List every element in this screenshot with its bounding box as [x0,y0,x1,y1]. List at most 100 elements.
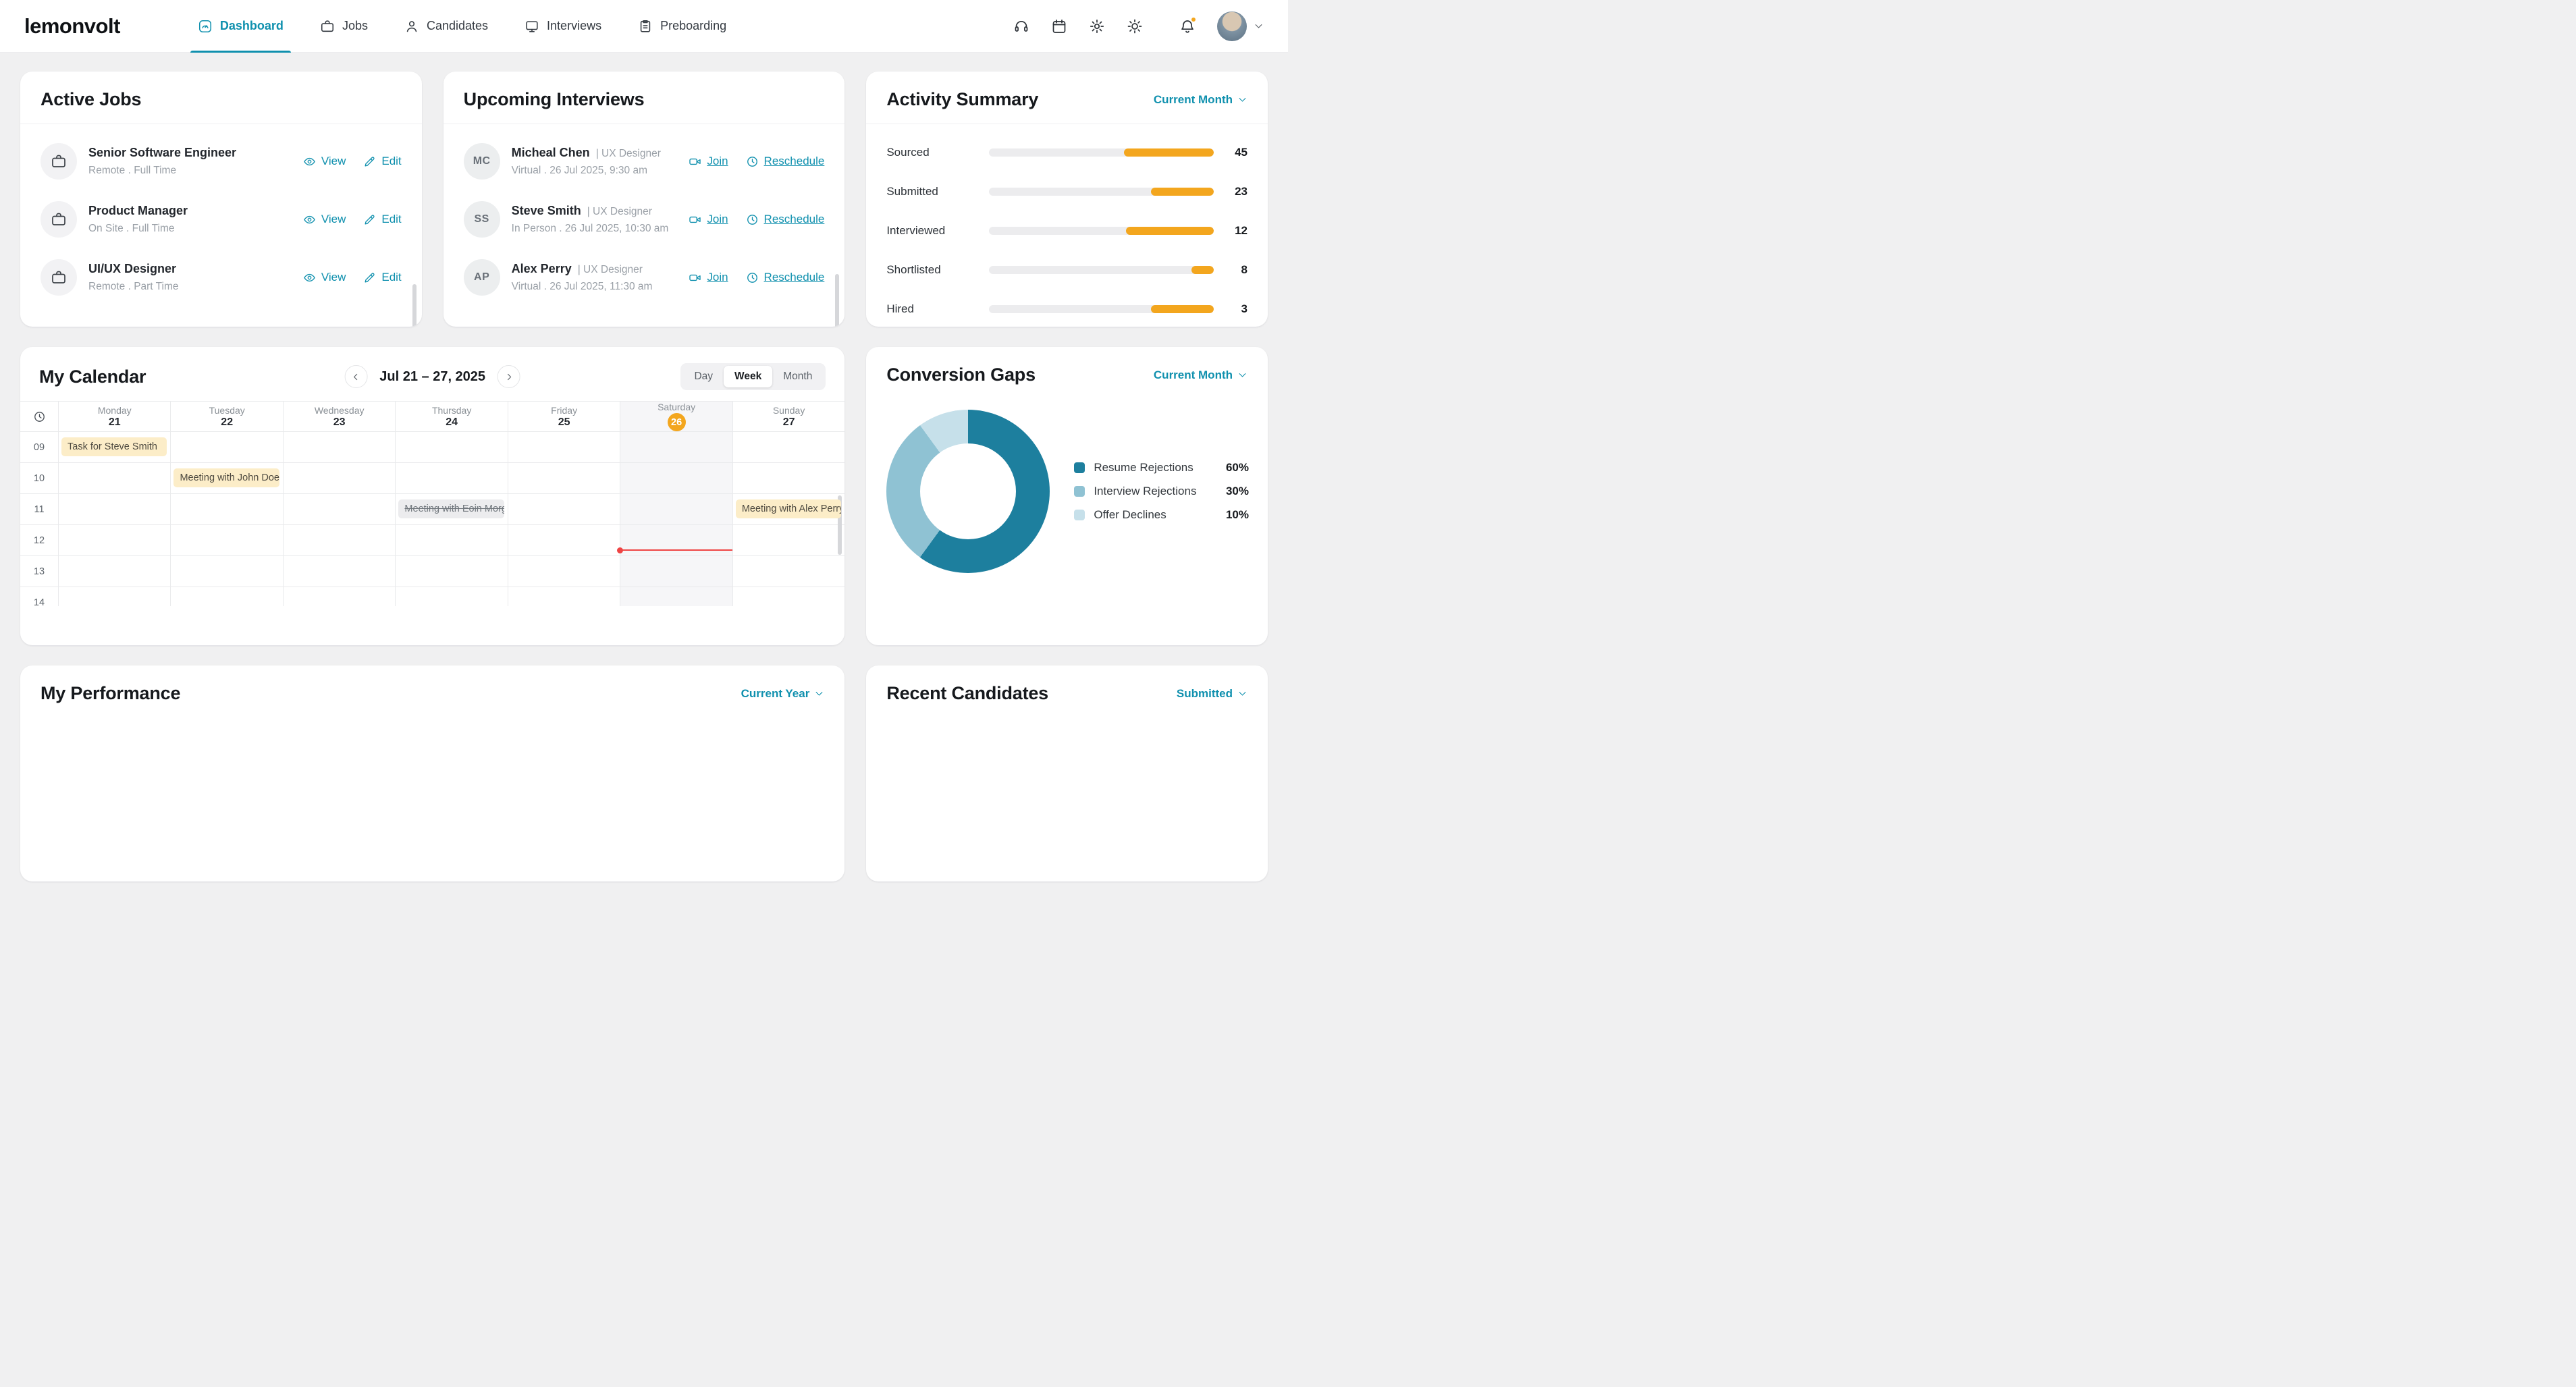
activity-value: 45 [1235,146,1247,159]
dashboard-grid: Active Jobs Senior Software Engineer Rem… [0,53,1288,900]
activity-summary-card: Activity Summary Current Month Sourced 4… [866,72,1268,327]
join-interview-link[interactable]: Join [689,155,728,168]
chevron-down-icon [1239,692,1246,696]
edit-label: Edit [381,213,402,225]
day-header: Monday 21 [58,402,170,431]
hour-label: 10 [20,463,58,494]
scrollbar[interactable] [412,284,417,327]
filter-label: Current Month [1153,92,1233,106]
reschedule-label: Reschedule [763,213,825,225]
activity-value: 23 [1235,185,1247,198]
performance-filter-dropdown[interactable]: Current Year [741,687,825,701]
view-job-link[interactable]: View [303,271,346,284]
job-actions: View Edit [303,155,402,168]
edit-job-link[interactable]: Edit [363,271,402,284]
calendar-cell [507,556,620,587]
legend-row: Resume Rejections 60% [1074,461,1249,474]
calendar-cell [732,432,845,463]
card-title: My Performance [41,683,181,703]
calendar-cell [620,494,732,525]
time-column-header [20,402,58,431]
view-week-button[interactable]: Week [724,366,773,387]
card-title: My Calendar [39,366,146,387]
activity-label: Shortlisted [886,263,941,276]
clipboard-icon [640,20,651,32]
view-job-link[interactable]: View [303,155,346,168]
activity-label: Interviewed [886,224,946,237]
join-interview-link[interactable]: Join [689,213,728,226]
view-job-link[interactable]: View [303,213,346,226]
activity-row: Submitted 23 [886,185,1247,198]
calendar-button[interactable] [1051,18,1067,34]
calendar-prev-button[interactable] [344,365,368,388]
nav-item-preboarding[interactable]: Preboarding [620,0,745,52]
calendar-cell [395,556,508,587]
candidates-filter-dropdown[interactable]: Submitted [1177,687,1247,701]
calendar-event[interactable]: Meeting with Eoin Morgan [398,499,504,518]
calendar-cell [732,494,845,525]
notification-dot [1190,16,1197,23]
calendar-icon [1052,19,1066,33]
scrollbar[interactable] [835,274,840,327]
support-headset-button[interactable] [1013,18,1029,34]
nav-item-interviews[interactable]: Interviews [506,0,620,52]
conversion-gaps-card: Conversion Gaps Current Month Resume Rej… [866,347,1268,645]
donut-chart [886,410,1050,573]
profile-menu[interactable] [1217,11,1264,41]
calendar-event[interactable]: Task for Steve Smith [61,437,167,456]
edit-label: Edit [381,271,402,283]
calendar-scroll-area[interactable]: 09 10 11 12 13 14 Task for Steve Smith Meeting … [20,432,845,606]
activity-bar-track [989,227,1214,235]
calendar-cell [507,525,620,556]
calendar-cell [170,556,283,587]
day-header: Thursday 24 [395,402,507,431]
interview-row: MC Micheal Chen | UX Designer Virtual . … [463,132,824,190]
settings-button[interactable] [1089,18,1105,34]
monitor-icon [526,20,538,32]
activity-label: Hired [886,302,914,315]
briefcase-icon [41,259,77,296]
job-actions: View Edit [303,271,402,284]
calendar-cell [620,587,732,606]
card-title: Recent Candidates [886,683,1048,703]
view-month-button[interactable]: Month [772,366,823,387]
user-icon [406,20,417,32]
view-day-button[interactable]: Day [683,366,724,387]
interview-name: Alex Perry | UX Designer [511,262,643,275]
calendar-cell [282,556,396,587]
hour-label: 13 [20,556,58,587]
calendar-event[interactable]: Meeting with Alex Perry [735,499,842,518]
edit-job-link[interactable]: Edit [363,213,402,226]
avatar [1217,11,1247,41]
reschedule-interview-link[interactable]: Reschedule [746,155,824,168]
calendar-event[interactable]: Meeting with John Doe S... [173,468,279,487]
edit-label: Edit [381,155,402,167]
headset-icon [1015,20,1028,32]
dashboard-gauge-icon [198,20,211,32]
reschedule-interview-link[interactable]: Reschedule [746,213,825,226]
edit-job-link[interactable]: Edit [363,155,402,168]
theme-toggle-button[interactable] [1127,18,1143,34]
calendar-next-button[interactable] [498,365,521,388]
chevron-down-icon [1239,98,1246,102]
calendar-cell [620,463,732,494]
join-interview-link[interactable]: Join [689,271,728,284]
nav-item-candidates[interactable]: Candidates [386,0,506,52]
calendar-cell [395,587,507,606]
hour-label: 11 [20,494,58,525]
activity-filter-dropdown[interactable]: Current Month [1154,93,1247,107]
notifications-button[interactable] [1179,16,1197,34]
activity-bar-fill [1126,227,1214,235]
conversion-filter-dropdown[interactable]: Current Month [1154,369,1247,382]
nav-item-jobs[interactable]: Jobs [302,0,386,52]
reschedule-interview-link[interactable]: Reschedule [746,271,824,284]
nav-item-dashboard[interactable]: Dashboard [180,0,302,53]
scrollbar[interactable] [838,495,842,555]
calendar-cell [507,432,620,463]
day-header: Sunday 27 [732,402,844,431]
calendar-cell [507,494,620,525]
legend-label: Resume Rejections [1094,461,1193,474]
activity-value: 8 [1241,263,1247,276]
calendar-cell [282,494,396,525]
activity-bar-track [989,305,1214,313]
